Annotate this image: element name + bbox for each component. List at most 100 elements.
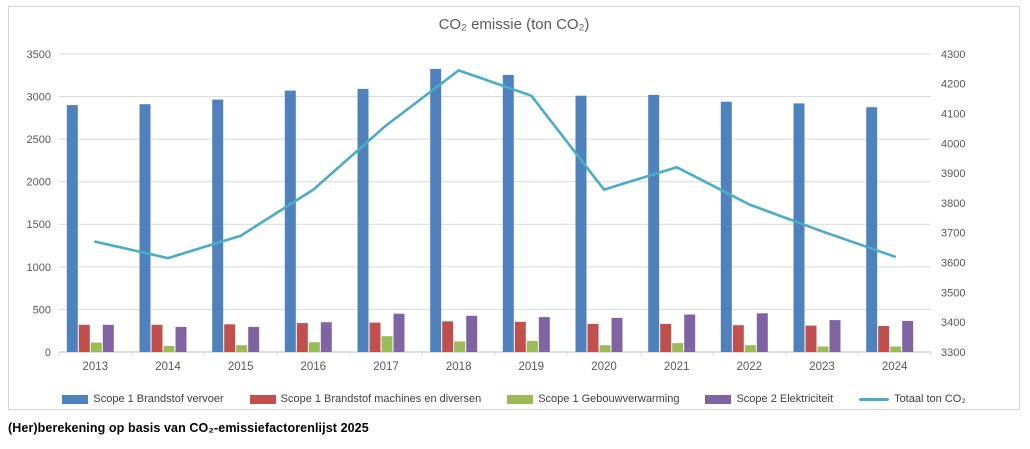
x-axis-category-label: 2019 [519,361,545,373]
bar [866,107,878,352]
bar [320,322,332,352]
bar [611,317,623,352]
x-axis-category-label: 2014 [155,361,181,373]
bar [466,315,478,352]
legend-label: Totaal ton CO₂ [894,393,966,405]
bar [672,343,684,352]
legend-item-2: Scope 1 Gebouwverwarming [507,393,679,405]
bar [720,101,732,352]
bar [381,336,393,352]
x-axis-category-label: 2023 [809,361,835,373]
bar [878,326,890,352]
bar [393,313,405,352]
left-axis-tick-label: 500 [33,304,51,316]
chart-title: CO₂ emissie (ton CO₂) [438,16,590,33]
left-axis-tick-label: 2000 [27,177,51,189]
legend-label: Scope 1 Brandstof machines en diversen [280,393,482,405]
legend-label: Scope 1 Gebouwverwarming [538,393,680,405]
bar [369,322,381,352]
x-axis-category-label: 2021 [664,361,690,373]
total-line [94,69,897,260]
legend-color-swatch [62,394,89,404]
x-axis-category-label: 2022 [737,361,763,373]
right-axis-tick-label: 3600 [941,257,965,269]
bar [163,346,175,352]
bar [248,326,260,352]
bar [90,342,102,352]
bar [744,345,756,352]
bar [756,313,768,352]
left-axis-labels: 0 500 1000 1500 2000 2500 3000 3500 [27,49,51,359]
right-axis-tick-label: 4000 [941,138,965,150]
bars-series-2 [90,336,902,352]
bar [599,345,611,352]
right-axis-tick-label: 3300 [941,347,965,359]
left-axis-tick-label: 1000 [27,262,51,274]
bars-series-0 [66,68,878,353]
co2-emission-chart: CO₂ emissie (ton CO₂) 0 500 1000 1500 2000 25… [8,6,1020,410]
x-axis-category-label: 2016 [301,361,327,373]
x-axis-category-label: 2020 [591,361,617,373]
x-axis-category-label: 2024 [882,361,908,373]
x-axis-category-label: 2015 [228,361,254,373]
right-axis-tick-label: 3400 [941,317,965,329]
legend-item-1: Scope 1 Brandstof machines en diversen [249,393,482,405]
bars-series-1 [78,321,890,352]
left-axis-tick-label: 1500 [27,219,51,231]
gridlines [58,53,932,356]
legend-label: Scope 2 Elektriciteit [736,393,834,405]
left-axis-tick-label: 2500 [27,134,51,146]
bar [454,341,466,352]
bar [890,346,902,352]
bar [732,325,744,352]
bar [78,324,90,352]
bar [793,103,805,353]
bar [430,68,442,353]
bar [151,324,163,352]
right-axis-tick-label: 3500 [941,287,965,299]
bar [308,342,320,352]
bar [805,325,817,352]
right-axis-labels: 3300 3400 3500 3600 3700 3800 3900 4000 4100 4200… [941,49,965,359]
bar [902,320,914,352]
bar [575,95,587,352]
legend-color-swatch [249,394,276,404]
bar [442,321,454,352]
right-axis-tick-label: 3900 [941,168,965,180]
legend-item-4: Totaal ton CO₂ [859,393,966,405]
x-axis-category-label: 2018 [446,361,472,373]
bars-series-3 [102,313,914,352]
bar [139,104,151,352]
left-axis-tick-label: 3000 [27,91,51,103]
legend-color-swatch [507,394,534,404]
bar [212,99,224,352]
chart-legend: Scope 1 Brandstof vervoer Scope 1 Brandst… [9,384,1019,414]
x-axis-category-label: 2013 [83,361,109,373]
right-axis-tick-label: 4100 [941,108,965,120]
bar [514,321,526,352]
bar [526,340,538,352]
bar [284,90,296,352]
legend-item-0: Scope 1 Brandstof vervoer [62,393,224,405]
bar [224,324,236,352]
bar [502,74,514,353]
x-axis-labels: 2013 2014 2015 2016 2017 2018 2019 2020 2021 2022… [83,361,909,373]
bar [648,94,660,353]
legend-label: Scope 1 Brandstof vervoer [93,393,224,405]
bar [660,323,672,352]
chart-plot-area: 0 500 1000 1500 2000 2500 3000 3500 3300 3400 3500… [9,40,1019,384]
bar [296,323,308,352]
bar [236,345,248,352]
bar [817,346,829,352]
bar [829,320,841,352]
right-axis-tick-label: 3800 [941,198,965,210]
right-axis-tick-label: 3700 [941,228,965,240]
bar [684,314,696,352]
bar [175,326,187,352]
footer-note: (Her)berekening op basis van CO₂-emissie… [8,421,369,435]
bar [587,323,599,352]
x-axis-category-label: 2017 [373,361,399,373]
legend-line-swatch [859,397,890,401]
bar [538,317,550,352]
legend-color-swatch [705,394,732,404]
